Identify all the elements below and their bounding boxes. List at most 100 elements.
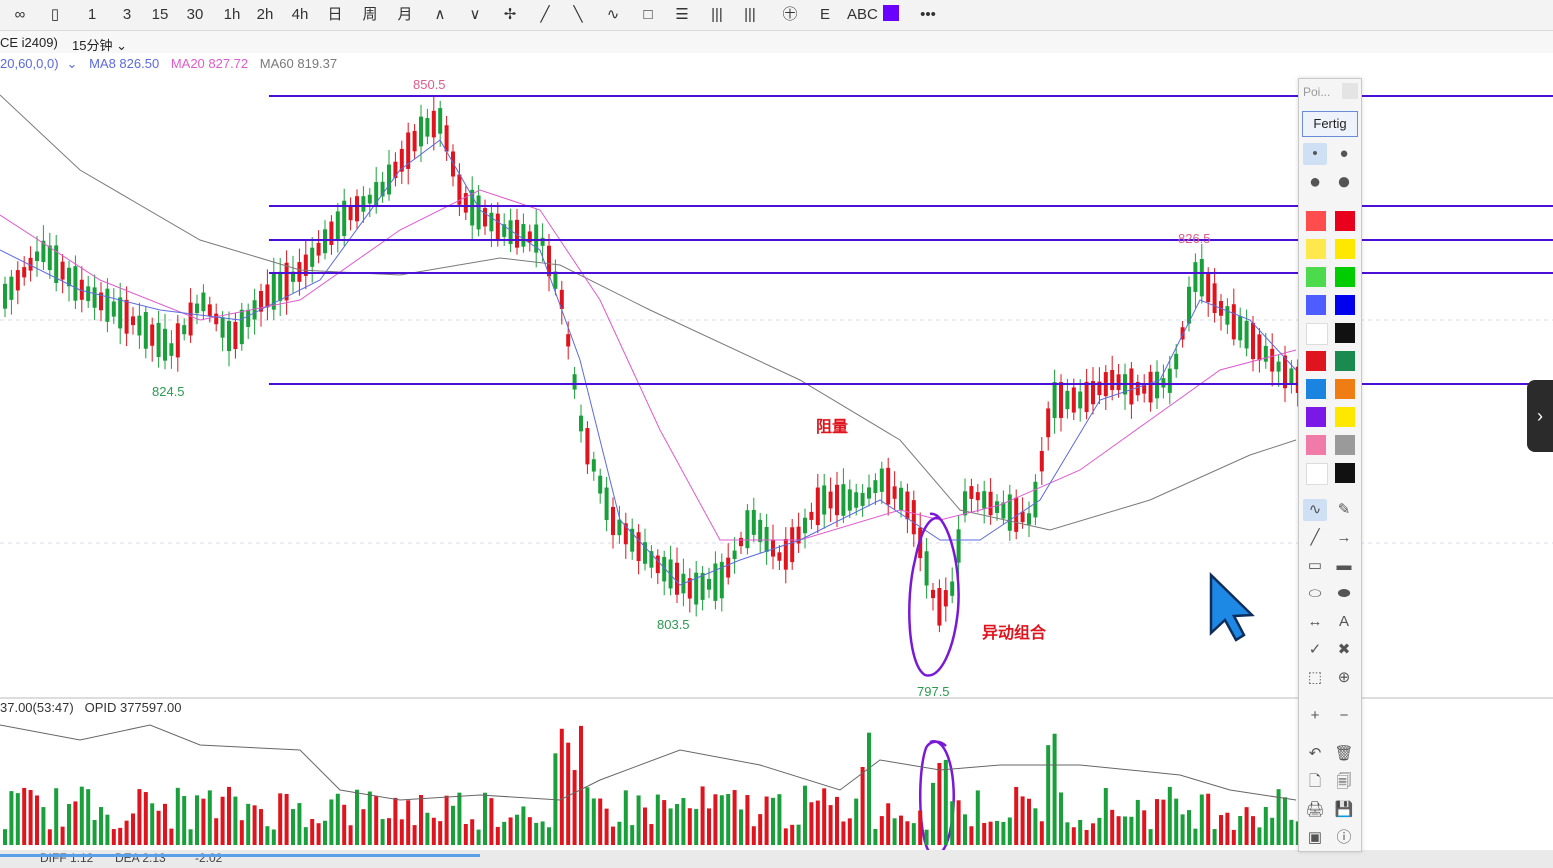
toolbar-button[interactable]: ∨: [469, 6, 481, 23]
toolbar-button[interactable]: ╲: [573, 6, 583, 23]
color-swatch[interactable]: [1335, 463, 1355, 483]
toolbar-button[interactable]: 日: [327, 6, 343, 23]
color-swatch[interactable]: [1306, 239, 1326, 259]
volume-bar: [515, 814, 519, 845]
drawing-tool-icon[interactable]: +: [1310, 707, 1320, 724]
color-swatch[interactable]: [1335, 239, 1355, 259]
color-swatch[interactable]: [1306, 267, 1326, 287]
toolbar-button[interactable]: 月: [397, 6, 413, 23]
toolbar-button[interactable]: E: [819, 6, 830, 23]
toolbar-button[interactable]: 4h: [291, 6, 309, 23]
toolbar-button[interactable]: 30: [186, 6, 204, 23]
color-swatch[interactable]: [1335, 295, 1355, 315]
drawing-tool-icon[interactable]: ↔: [1307, 613, 1323, 630]
volume-bar: [169, 828, 174, 845]
drawing-tool-icon[interactable]: ∿: [1303, 499, 1327, 521]
drawing-tool-icon[interactable]: ✖: [1337, 641, 1351, 658]
expand-arrow-icon[interactable]: ›: [1527, 380, 1553, 452]
volume-bar: [195, 795, 199, 845]
candlestick-chart[interactable]: 850.5 824.5 803.5 797.5 826.5 阻量 异动组合: [0, 55, 1553, 868]
drawing-tool-icon[interactable]: 💾: [1334, 801, 1354, 818]
drawing-tool-icon[interactable]: ✎: [1337, 501, 1351, 518]
drawing-tool-icon[interactable]: A: [1338, 613, 1349, 630]
toolbar-button[interactable]: ▯: [50, 6, 60, 23]
toolbar-button[interactable]: □: [643, 6, 653, 23]
drawing-tool-icon[interactable]: ⬚: [1307, 669, 1323, 686]
toolbar-button[interactable]: ╱: [540, 6, 550, 23]
candle-body: [1020, 511, 1025, 523]
drawing-tool-icon[interactable]: ⓘ: [1336, 829, 1352, 846]
dot-xlarge-icon[interactable]: ●: [1336, 168, 1352, 195]
drawing-tool-icon[interactable]: ▭: [1307, 557, 1323, 574]
color-swatch[interactable]: [1306, 211, 1326, 231]
toolbar-button[interactable]: ✢: [503, 6, 517, 23]
drawing-tool-icon[interactable]: ↶: [1308, 745, 1322, 762]
volume-bar: [412, 825, 417, 845]
toolbar-button[interactable]: |||: [711, 6, 723, 23]
toolbar-button[interactable]: 15: [151, 6, 169, 23]
volume-bar: [265, 826, 270, 845]
toolbar-button[interactable]: •••: [920, 6, 936, 23]
color-swatch[interactable]: [1306, 295, 1326, 315]
drawing-tool-icon[interactable]: ▣: [1307, 829, 1323, 846]
toolbar-button[interactable]: 1: [87, 6, 97, 23]
color-swatch[interactable]: [1306, 379, 1326, 399]
color-swatch[interactable]: [1335, 435, 1355, 455]
drawing-tool-icon[interactable]: ╱: [1310, 529, 1320, 546]
candle-body: [540, 237, 545, 246]
toolbar-button[interactable]: |||: [744, 6, 756, 23]
toolbar-button[interactable]: ∧: [434, 6, 446, 23]
volume-bar: [694, 808, 699, 845]
volume-bar: [1142, 810, 1147, 845]
drawing-tool-icon[interactable]: 🗐: [1336, 773, 1352, 790]
color-swatch[interactable]: [1335, 351, 1355, 371]
drawing-tool-icon[interactable]: ⊕: [1337, 669, 1351, 686]
close-icon[interactable]: [1342, 83, 1358, 99]
done-button[interactable]: Fertig: [1302, 111, 1358, 137]
volume-bar: [1014, 786, 1019, 845]
toolbar-button[interactable]: 2h: [256, 6, 274, 23]
color-swatch[interactable]: [1306, 323, 1328, 345]
volume-bar: [739, 809, 743, 845]
color-swatch[interactable]: [1306, 407, 1326, 427]
color-swatch[interactable]: [1335, 267, 1355, 287]
color-swatch[interactable]: [1306, 463, 1328, 485]
toolbar-button[interactable]: 3: [122, 6, 132, 23]
toolbar-button[interactable]: 周: [362, 6, 378, 23]
progress-track[interactable]: [0, 854, 480, 857]
drawing-tool-icon[interactable]: ⬭: [1308, 585, 1322, 602]
dot-large-icon[interactable]: ●: [1308, 171, 1322, 193]
toolbar-button[interactable]: ABC: [847, 6, 878, 23]
toolbar-button[interactable]: ∞: [14, 6, 26, 23]
drawing-tool-icon[interactable]: ▬: [1336, 557, 1352, 574]
pen-circle[interactable]: [908, 512, 960, 677]
dot-medium-icon[interactable]: ●: [1339, 145, 1349, 162]
period-select[interactable]: 15分钟 ⌄: [72, 38, 127, 53]
drawing-tool-icon[interactable]: 🖨: [1305, 801, 1325, 818]
color-swatch[interactable]: [1335, 323, 1355, 343]
volume-bar: [847, 818, 852, 845]
color-swatch[interactable]: [1335, 407, 1355, 427]
color-swatch[interactable]: [883, 5, 899, 21]
color-swatch[interactable]: [1306, 435, 1326, 455]
volume-bar: [924, 829, 929, 845]
drawing-tool-icon[interactable]: −: [1339, 707, 1349, 724]
toolbar-button[interactable]: ㊉: [782, 6, 798, 23]
color-swatch[interactable]: [1335, 211, 1355, 231]
drawing-tool-icon[interactable]: 🗑: [1334, 745, 1354, 762]
dot-small-icon[interactable]: •: [1303, 143, 1327, 165]
candle-body: [860, 492, 865, 506]
color-swatch[interactable]: [1335, 379, 1355, 399]
drawing-tool-icon[interactable]: ⬬: [1337, 585, 1351, 602]
color-swatch[interactable]: [1306, 351, 1326, 371]
chevron-down-icon[interactable]: ⌄: [66, 56, 78, 71]
toolbar-button[interactable]: 1h: [223, 6, 241, 23]
drawing-tool-icon[interactable]: 🗋: [1308, 773, 1322, 790]
candle-body: [515, 219, 519, 248]
toolbar-button[interactable]: ☰: [675, 6, 689, 23]
toolbar-button[interactable]: ∿: [606, 6, 620, 23]
ma20-line: [0, 189, 1297, 541]
drawing-tool-icon[interactable]: →: [1336, 529, 1352, 546]
drawing-tool-icon[interactable]: ✓: [1308, 641, 1322, 658]
volume-bar: [1167, 786, 1172, 845]
